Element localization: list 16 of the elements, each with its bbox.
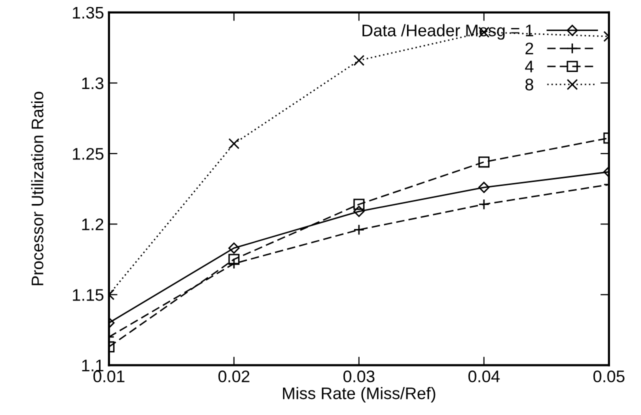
y-tick-label: 1.1	[82, 360, 104, 372]
x-tick-label: 0.02	[218, 370, 250, 382]
y-tick-label: 1.35	[72, 6, 104, 19]
legend-label: 2	[526, 42, 534, 54]
y-tick-label: 1.15	[72, 289, 104, 301]
legend-label: 8	[525, 78, 534, 90]
x-tick-label: 0.03	[343, 370, 374, 382]
y-tick-label: 1.25	[72, 148, 104, 160]
x-tick-label: 0.05	[593, 370, 624, 382]
y-tick-label: 1.3	[82, 77, 104, 90]
x-tick-label: 0.01	[93, 370, 124, 382]
y-axis-title: Processor Utilization Ratio	[31, 92, 44, 286]
legend-label: 4	[525, 60, 534, 72]
x-tick-label: 0.04	[468, 370, 500, 382]
x-axis-title: Miss Rate (Miss/Ref)	[283, 386, 436, 403]
y-tick-label: 1.2	[82, 218, 104, 230]
